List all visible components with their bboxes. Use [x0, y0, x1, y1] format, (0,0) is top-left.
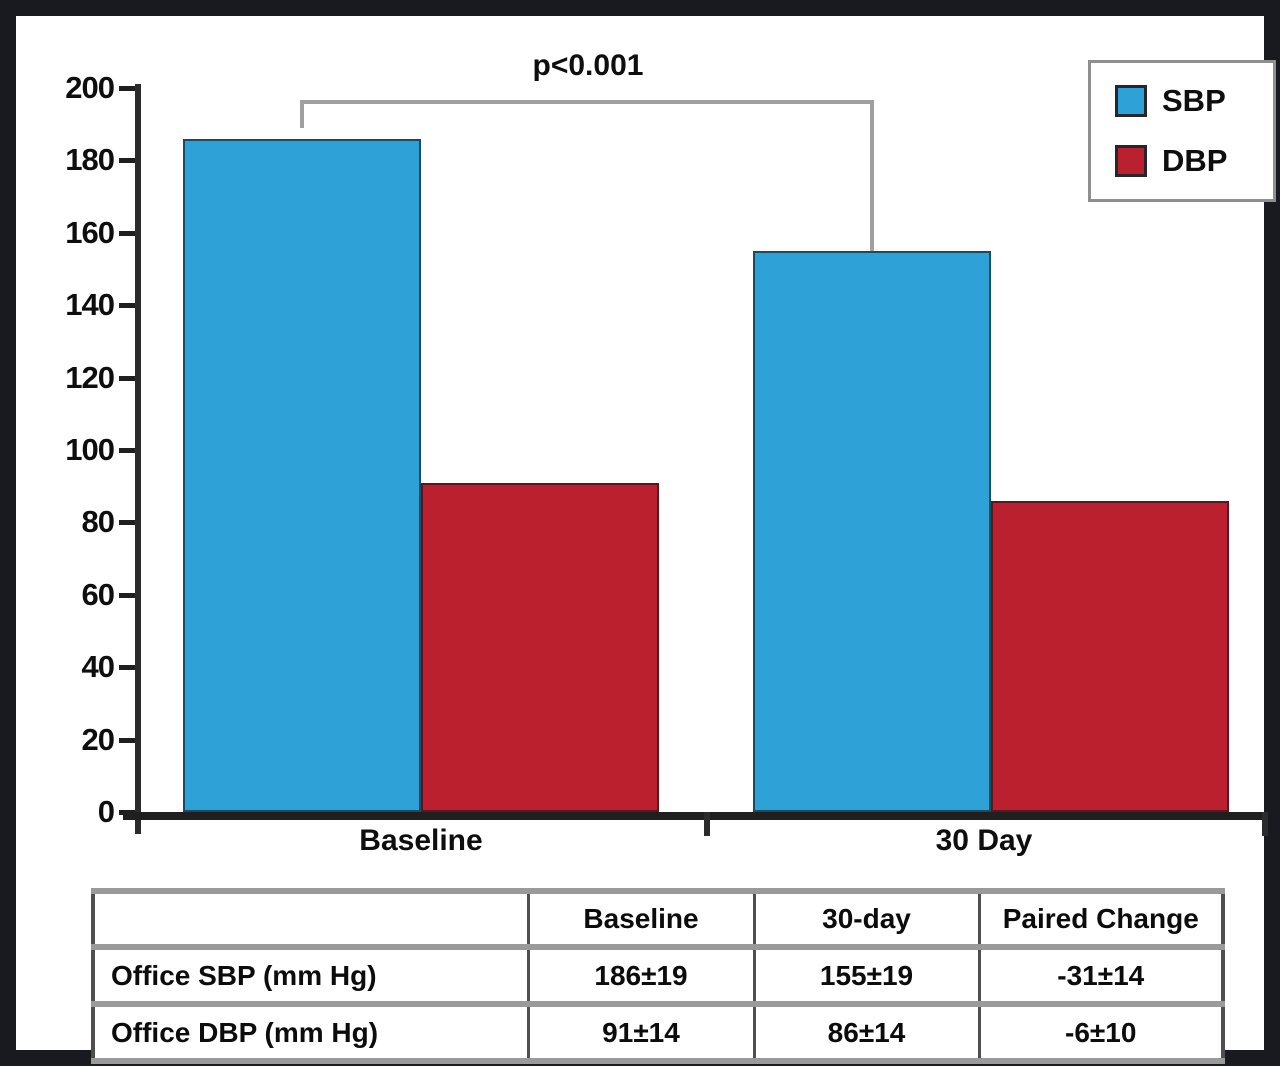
x-axis-label-30-day: 30 Day — [935, 824, 1033, 857]
y-axis-tick-label: 40 — [81, 649, 115, 685]
y-axis-tick — [119, 86, 135, 91]
table-value-cell: 86±14 — [752, 1001, 981, 1064]
sbp-color-swatch — [1115, 85, 1147, 117]
significance-bracket-left-drop — [300, 100, 304, 128]
y-axis-tick-label: 180 — [65, 142, 115, 178]
significance-bracket-right-drop — [870, 100, 874, 251]
legend-label-dbp: DBP — [1162, 143, 1228, 178]
legend-item-sbp: SBP — [1115, 83, 1273, 119]
table-corner-cell — [91, 888, 530, 950]
table-row-label: Office DBP (mm Hg) — [91, 1001, 530, 1064]
bar-baseline-dbp — [421, 483, 659, 812]
legend: SBP DBP — [1088, 60, 1276, 202]
bar-30-day-dbp — [991, 501, 1229, 812]
y-axis-tick-label: 100 — [65, 432, 115, 467]
y-axis-tick-label: 160 — [65, 214, 115, 250]
y-axis-tick-label: 20 — [81, 721, 115, 757]
y-axis-tick-label: 200 — [65, 70, 115, 105]
y-axis-tick — [119, 520, 135, 526]
table-value-cell: 155±19 — [752, 944, 981, 1007]
legend-item-dbp: DBP — [1115, 143, 1273, 179]
y-axis-tick — [119, 810, 135, 815]
table-value-cell: 186±19 — [526, 944, 756, 1007]
summary-table: Baseline 30-day Paired Change Office SBP (m… — [91, 888, 1225, 1064]
y-axis-tick-label: 120 — [65, 359, 115, 395]
significance-bracket-line — [300, 100, 874, 104]
y-axis-tick — [119, 230, 135, 236]
y-axis-tick — [119, 448, 135, 453]
table-value-cell: -6±10 — [977, 1001, 1225, 1064]
bar-baseline-sbp — [183, 139, 421, 812]
x-axis-separator-tick — [704, 812, 710, 836]
y-axis-tick-label: 60 — [81, 576, 115, 612]
y-axis-tick-label: 80 — [81, 504, 115, 540]
x-axis-label-baseline: Baseline — [359, 824, 483, 857]
table-header-paired-change: Paired Change — [977, 888, 1225, 950]
y-axis-tick-label: 140 — [65, 287, 115, 323]
y-axis-tick — [119, 665, 135, 671]
table-header-30-day: 30-day — [752, 888, 981, 950]
table-value-cell: -31±14 — [977, 944, 1225, 1007]
y-axis-tick — [119, 592, 135, 598]
table-header-row: Baseline 30-day Paired Change — [91, 888, 1225, 950]
legend-label-sbp: SBP — [1162, 83, 1226, 118]
pvalue-annotation: p<0.001 — [532, 49, 644, 82]
y-axis-tick-label: 0 — [97, 794, 115, 829]
y-axis-tick — [119, 375, 135, 381]
dbp-color-swatch — [1115, 145, 1147, 177]
y-axis-tick — [119, 303, 135, 309]
x-axis-line — [123, 812, 1268, 820]
y-axis-tick — [119, 737, 135, 743]
table-row: Office DBP (mm Hg) 91±14 86±14 -6±10 — [91, 1001, 1225, 1064]
table-row-label: Office SBP (mm Hg) — [91, 944, 530, 1007]
table-header-baseline: Baseline — [526, 888, 756, 950]
y-axis-line — [135, 84, 141, 834]
y-axis-tick — [119, 158, 135, 164]
bar-30-day-sbp — [753, 251, 991, 812]
table-row: Office SBP (mm Hg) 186±19 155±19 -31±14 — [91, 944, 1225, 1007]
bar-chart-plot: p<0.001 Baseline 30 Day SBP DBP 0 20 40 60 8… — [16, 16, 1276, 1050]
x-axis-end-tick — [1262, 812, 1268, 836]
table-value-cell: 91±14 — [526, 1001, 756, 1064]
